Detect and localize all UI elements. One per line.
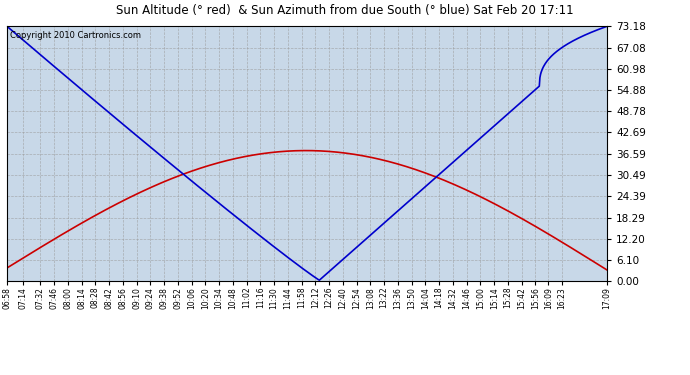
Text: Sun Altitude (° red)  & Sun Azimuth from due South (° blue) Sat Feb 20 17:11: Sun Altitude (° red) & Sun Azimuth from … (116, 4, 574, 17)
Text: Copyright 2010 Cartronics.com: Copyright 2010 Cartronics.com (10, 32, 141, 40)
